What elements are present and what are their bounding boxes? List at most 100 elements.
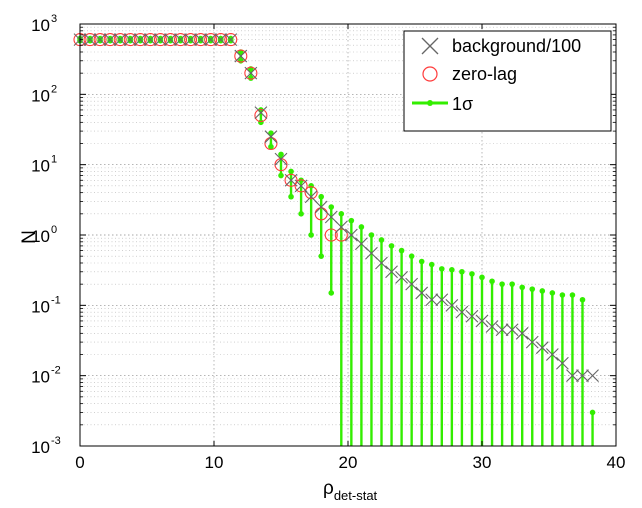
- x-tick-label: 30: [473, 453, 492, 472]
- y-tick-label-exponent: 0: [51, 224, 57, 236]
- y-tick-label-exponent: 1: [51, 154, 57, 166]
- errorbar-cap-lower: [258, 119, 264, 126]
- errorbar-cap-lower: [298, 211, 304, 217]
- background-point: [405, 277, 419, 291]
- zero-lag-point: [113, 33, 127, 47]
- background-point-stroke: [133, 33, 147, 46]
- errorbar-cap-upper: [388, 243, 395, 249]
- errorbar-cap-upper: [418, 258, 425, 265]
- background-point-stroke: [244, 66, 258, 80]
- background-point: [495, 323, 509, 337]
- background-point: [576, 369, 589, 383]
- background-point: [264, 130, 278, 144]
- y-tick-label-exponent: -2: [51, 365, 61, 377]
- zero-lag-point: [284, 173, 298, 187]
- background-point: [535, 341, 549, 355]
- background-point-stroke: [164, 33, 177, 46]
- background-point: [334, 220, 348, 234]
- background-point-stroke: [103, 33, 117, 46]
- zero-lag-point: [294, 179, 308, 193]
- errorbar-1sigma: [328, 204, 335, 296]
- y-tick-label: 10: [31, 227, 50, 246]
- background-point-stroke: [556, 356, 569, 370]
- errorbar-1sigma: [459, 268, 465, 446]
- errorbar-cap-lower: [117, 37, 123, 44]
- background-point: [435, 293, 449, 307]
- errorbar-cap-lower: [217, 37, 224, 44]
- background-point: [284, 173, 298, 187]
- errorbar-cap-upper: [428, 261, 435, 268]
- background-point-stroke: [435, 293, 449, 307]
- background-point-stroke: [274, 152, 288, 166]
- background-point: [214, 33, 228, 46]
- errorbar-1sigma: [479, 274, 485, 446]
- zero-lag-point: [264, 136, 278, 151]
- errorbar-1sigma: [288, 168, 294, 200]
- zero-lag-point: [204, 33, 218, 47]
- errorbar-cap-upper: [439, 266, 445, 272]
- background-point-stroke: [344, 228, 358, 242]
- zero-lag-point: [153, 33, 167, 47]
- y-tick-label-exponent: 3: [51, 13, 57, 25]
- background-point-stroke: [445, 298, 459, 312]
- zero-lag-point: [314, 207, 328, 221]
- zero-lag-point: [194, 33, 208, 47]
- background-point-stroke: [455, 305, 469, 319]
- errorbar-cap-lower: [308, 232, 314, 238]
- background-point-stroke: [365, 246, 378, 260]
- background-point-stroke: [566, 369, 579, 383]
- errorbar-1sigma: [509, 281, 515, 446]
- background-point-stroke: [294, 179, 308, 193]
- background-point: [254, 106, 268, 119]
- background-point-stroke: [123, 33, 137, 46]
- x-tick-label: 40: [607, 453, 626, 472]
- errorbar-cap-upper: [589, 409, 596, 416]
- background-point-stroke: [254, 106, 268, 119]
- background-point: [375, 256, 388, 270]
- background-point: [304, 190, 318, 204]
- errorbar-cap-upper: [328, 204, 335, 210]
- errorbar-1sigma: [278, 151, 284, 179]
- background-point: [234, 49, 248, 63]
- errorbar-1sigma: [449, 267, 455, 446]
- errorbar-1sigma: [268, 130, 274, 150]
- zero-lag-point: [334, 228, 348, 242]
- errorbar-cap-upper: [559, 292, 566, 298]
- background-point: [445, 298, 459, 312]
- background-point: [224, 33, 238, 46]
- errorbar-cap-lower: [127, 37, 134, 44]
- background-point-stroke: [314, 200, 328, 214]
- background-point-stroke: [375, 256, 388, 270]
- background-point: [465, 309, 479, 323]
- y-tick-label: 10: [31, 86, 50, 105]
- errorbar-1sigma: [589, 409, 596, 446]
- errorbar-cap-upper: [579, 296, 586, 303]
- zero-lag-point: [123, 33, 137, 47]
- background-point: [294, 179, 308, 193]
- zero-lag-point: [173, 33, 188, 47]
- zero-lag-point: [184, 33, 198, 47]
- background-point-stroke: [284, 173, 298, 187]
- background-point: [184, 33, 197, 46]
- background-point-stroke: [154, 33, 167, 46]
- background-point-stroke: [385, 265, 398, 279]
- grid: [80, 24, 616, 446]
- zero-lag-point: [214, 33, 228, 47]
- background-point-stroke: [264, 130, 278, 144]
- errorbar-cap-lower: [177, 37, 184, 44]
- errorbar-cap-upper: [509, 281, 515, 287]
- errorbar-cap-upper: [378, 237, 385, 243]
- background-point-stroke: [224, 33, 238, 46]
- background-point: [586, 369, 599, 383]
- background-point: [515, 326, 529, 340]
- background-point: [123, 33, 137, 46]
- y-tick-label: 10: [31, 368, 50, 387]
- legend-marker-zero-lag: [422, 66, 438, 82]
- errorbar-1sigma: [428, 261, 435, 446]
- errorbar-cap-upper: [398, 247, 405, 254]
- legend-label-background: background/100: [452, 36, 581, 56]
- errorbar-1sigma: [338, 211, 345, 446]
- errorbar-cap-upper: [539, 288, 546, 294]
